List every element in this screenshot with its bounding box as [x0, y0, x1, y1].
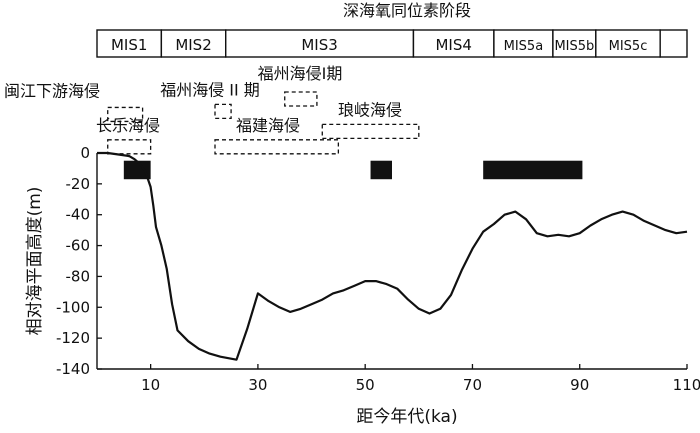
sea-level-curve — [97, 151, 688, 361]
mis-label: MIS4 — [435, 36, 471, 54]
mis-label: MIS1 — [111, 36, 147, 54]
x-tick-label: 110 — [673, 376, 700, 394]
mis-label: MIS5c — [609, 39, 648, 54]
mis-cell — [160, 29, 227, 58]
mis-cell — [96, 29, 163, 58]
chart-title: 深海氧同位素阶段 — [343, 1, 471, 20]
black-bar — [483, 160, 583, 180]
y-tick-label: -100 — [56, 298, 90, 316]
y-tick-label: -20 — [66, 175, 91, 193]
transgression-label: 福州海侵I期 — [258, 64, 343, 83]
mis-cell — [595, 29, 661, 58]
mis-stage-strip: MIS1 MIS2 MIS3 MIS4 MIS5a MIS5b MIS5c — [96, 29, 688, 58]
transgression-box — [284, 91, 318, 107]
y-tick-label: -140 — [56, 360, 90, 378]
y-axis-label: 相对海平面高度(m) — [25, 187, 45, 336]
transgression-box — [214, 103, 232, 119]
transgression-box — [107, 106, 144, 123]
x-tick-label: 30 — [248, 376, 267, 394]
transgression-label: 琅岐海侵 — [338, 100, 402, 119]
transgression-label: 福建海侵 — [236, 116, 300, 135]
mis-cell — [659, 29, 688, 58]
y-tick-label: -120 — [56, 329, 90, 347]
transgression-label: 长乐海侵 — [96, 116, 160, 135]
x-axis-label: 距今年代(ka) — [356, 407, 457, 427]
mis-cell — [225, 29, 415, 58]
x-tick-label: 70 — [463, 376, 482, 394]
transgression-box — [321, 123, 420, 140]
mis-cell — [493, 29, 554, 58]
transgression-label: 福州海侵 II 期 — [160, 80, 260, 99]
y-tick-label: -60 — [66, 237, 91, 255]
black-bar — [123, 160, 151, 180]
tick-labels: 10 30 50 70 90 110 0 -20 -40 -60 -80 -100 -120 -140 — [56, 144, 700, 394]
mis-label: MIS2 — [175, 36, 211, 54]
transgression-box — [214, 139, 340, 155]
y-tick-label: -40 — [66, 206, 91, 224]
black-bars — [123, 160, 583, 180]
black-bar — [370, 160, 392, 180]
x-tick-label: 50 — [356, 376, 375, 394]
mis-label: MIS3 — [301, 36, 337, 54]
transgression-label: 闽江下游海侵 — [4, 81, 100, 100]
x-tick-label: 90 — [570, 376, 589, 394]
mis-label: MIS5a — [504, 39, 544, 54]
transgression-box — [107, 139, 152, 155]
y-tick-label: -80 — [66, 267, 91, 285]
mis-cell — [552, 29, 597, 58]
y-tick-label: 0 — [80, 144, 90, 162]
axes — [96, 153, 687, 370]
mis-label: MIS5b — [554, 39, 594, 54]
x-tick-label: 10 — [141, 376, 160, 394]
